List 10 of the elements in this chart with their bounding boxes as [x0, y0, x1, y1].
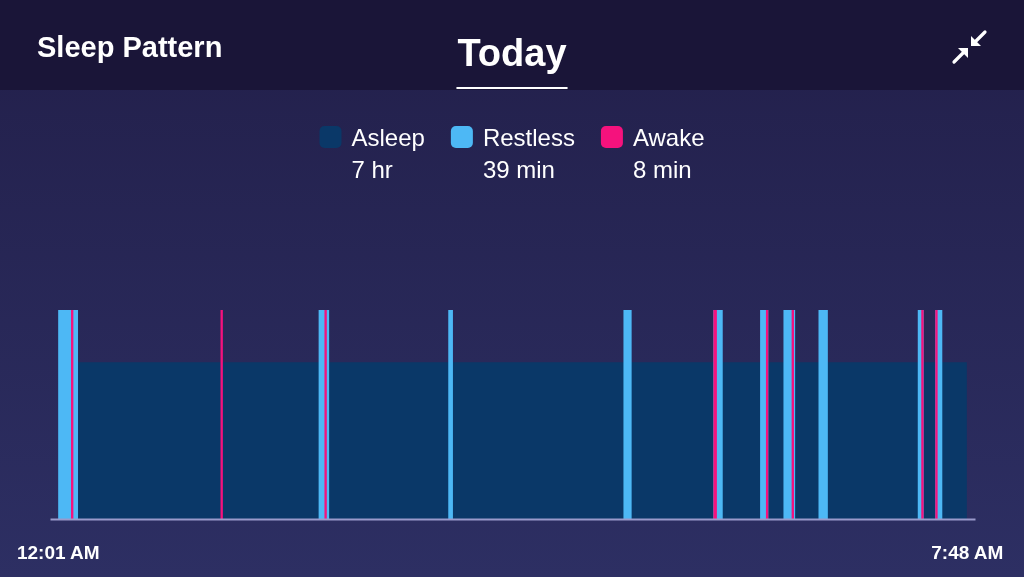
text: 7 hr [351, 156, 393, 183]
chart-title: Sleep Pattern [37, 31, 223, 63]
chart-subtitle: Today [457, 32, 567, 74]
legend-label: Asleep [351, 124, 425, 151]
legend-label: Awake [632, 124, 705, 151]
legend-label: Restless [482, 124, 575, 151]
text: 39 min [482, 156, 555, 183]
text: 8 min [632, 156, 692, 183]
x-tick-label: 12:01 AM [16, 542, 100, 564]
x-tick-label: 7:48 AM [931, 542, 1004, 564]
